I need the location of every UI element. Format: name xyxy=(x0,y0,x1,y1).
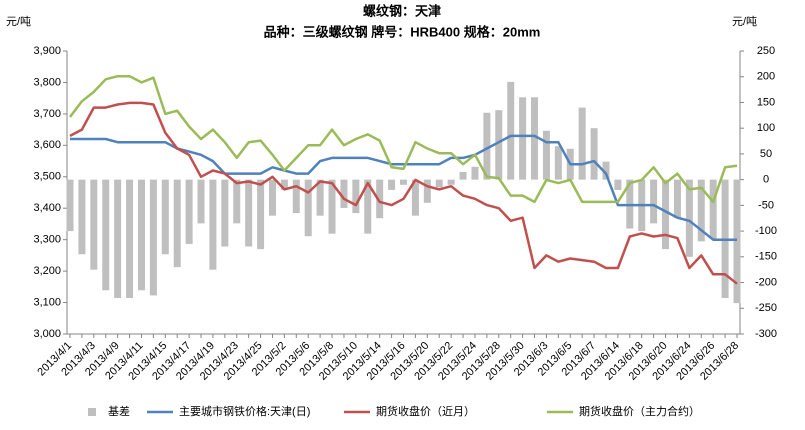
y-tick-label: 3,700 xyxy=(33,108,61,120)
bar xyxy=(161,179,169,255)
bar xyxy=(209,179,217,270)
bar xyxy=(733,179,741,304)
legend-label: 主要城市钢铁价格:天津(日) xyxy=(179,404,310,418)
bar xyxy=(185,179,193,244)
bar xyxy=(280,179,288,190)
y2-tick-label: -200 xyxy=(755,276,777,288)
bar xyxy=(149,179,157,296)
y-tick-label: 3,200 xyxy=(33,265,61,277)
bar xyxy=(328,179,336,234)
bar xyxy=(495,110,503,180)
bar xyxy=(554,146,562,180)
y2-tick-label: 200 xyxy=(757,71,775,83)
bar xyxy=(304,179,312,237)
bar xyxy=(542,130,550,180)
bar xyxy=(459,171,467,180)
bar xyxy=(709,179,717,239)
bar xyxy=(126,179,134,298)
bar xyxy=(578,107,586,180)
y-tick-label: 3,300 xyxy=(33,234,61,246)
bar xyxy=(364,179,372,234)
bar xyxy=(483,112,491,180)
legend-label: 基差 xyxy=(108,404,130,418)
bar xyxy=(340,179,348,208)
bar xyxy=(137,179,145,291)
bar xyxy=(233,179,241,224)
line-series xyxy=(70,134,737,241)
bar xyxy=(78,179,86,255)
bar xyxy=(388,179,396,190)
bar xyxy=(507,81,515,180)
y2-tick-label: -50 xyxy=(758,199,774,211)
y-axis-label: 元/吨 xyxy=(6,15,31,28)
legend-swatch xyxy=(88,408,96,416)
bar xyxy=(447,179,455,185)
bar xyxy=(673,179,681,219)
bar xyxy=(102,179,110,291)
bar xyxy=(268,179,276,216)
bar xyxy=(257,179,265,250)
y2-tick-label: -150 xyxy=(755,251,777,263)
y-tick-label: 3,800 xyxy=(33,76,61,88)
bar xyxy=(662,179,670,250)
y2-tick-label: 150 xyxy=(757,96,775,108)
y2-tick-label: -100 xyxy=(755,225,777,237)
y-tick-label: 3,400 xyxy=(33,202,61,214)
bar xyxy=(519,97,527,180)
y2-tick-label: 0 xyxy=(763,174,769,186)
legend-label: 期货收盘价（近月） xyxy=(376,404,475,418)
y-tick-label: 3,100 xyxy=(33,296,61,308)
y2-tick-label: 50 xyxy=(760,148,772,160)
chart-title: 螺纹钢：天津 xyxy=(363,3,441,18)
bar xyxy=(697,179,705,242)
bar xyxy=(376,179,384,219)
bar xyxy=(221,179,229,247)
chart-subtitle: 品种：三级螺纹钢 牌号：HRB400 规格：20mm xyxy=(264,24,541,39)
bar xyxy=(197,179,205,224)
line-series xyxy=(69,101,738,285)
y2-axis-label: 元/吨 xyxy=(732,15,757,28)
bar xyxy=(352,179,360,214)
y2-tick-label: -250 xyxy=(755,302,777,314)
bar xyxy=(400,179,407,185)
y2-tick-label: 100 xyxy=(757,122,775,134)
bar xyxy=(411,179,419,216)
bar xyxy=(435,179,443,188)
bar xyxy=(173,179,181,268)
bar xyxy=(685,179,693,257)
bar xyxy=(650,179,658,224)
y-tick-label: 3,500 xyxy=(33,171,61,183)
bar xyxy=(245,179,253,247)
bar xyxy=(114,179,122,298)
y2-tick-label: 250 xyxy=(757,45,775,57)
bar xyxy=(602,161,610,180)
y-tick-label: 3,000 xyxy=(33,328,61,340)
y-tick-label: 3,600 xyxy=(33,139,61,151)
bar xyxy=(423,179,431,203)
line-series xyxy=(69,74,738,204)
bar xyxy=(316,179,324,216)
bar xyxy=(471,166,479,180)
legend-label: 期货收盘价（主力合约） xyxy=(579,404,700,418)
bar xyxy=(292,179,300,214)
bar xyxy=(90,179,98,270)
bar xyxy=(614,179,622,190)
bar xyxy=(66,179,74,232)
bar xyxy=(531,97,539,180)
y-tick-label: 3,900 xyxy=(33,45,61,57)
y2-tick-label: -300 xyxy=(755,328,777,340)
bar xyxy=(590,128,598,180)
